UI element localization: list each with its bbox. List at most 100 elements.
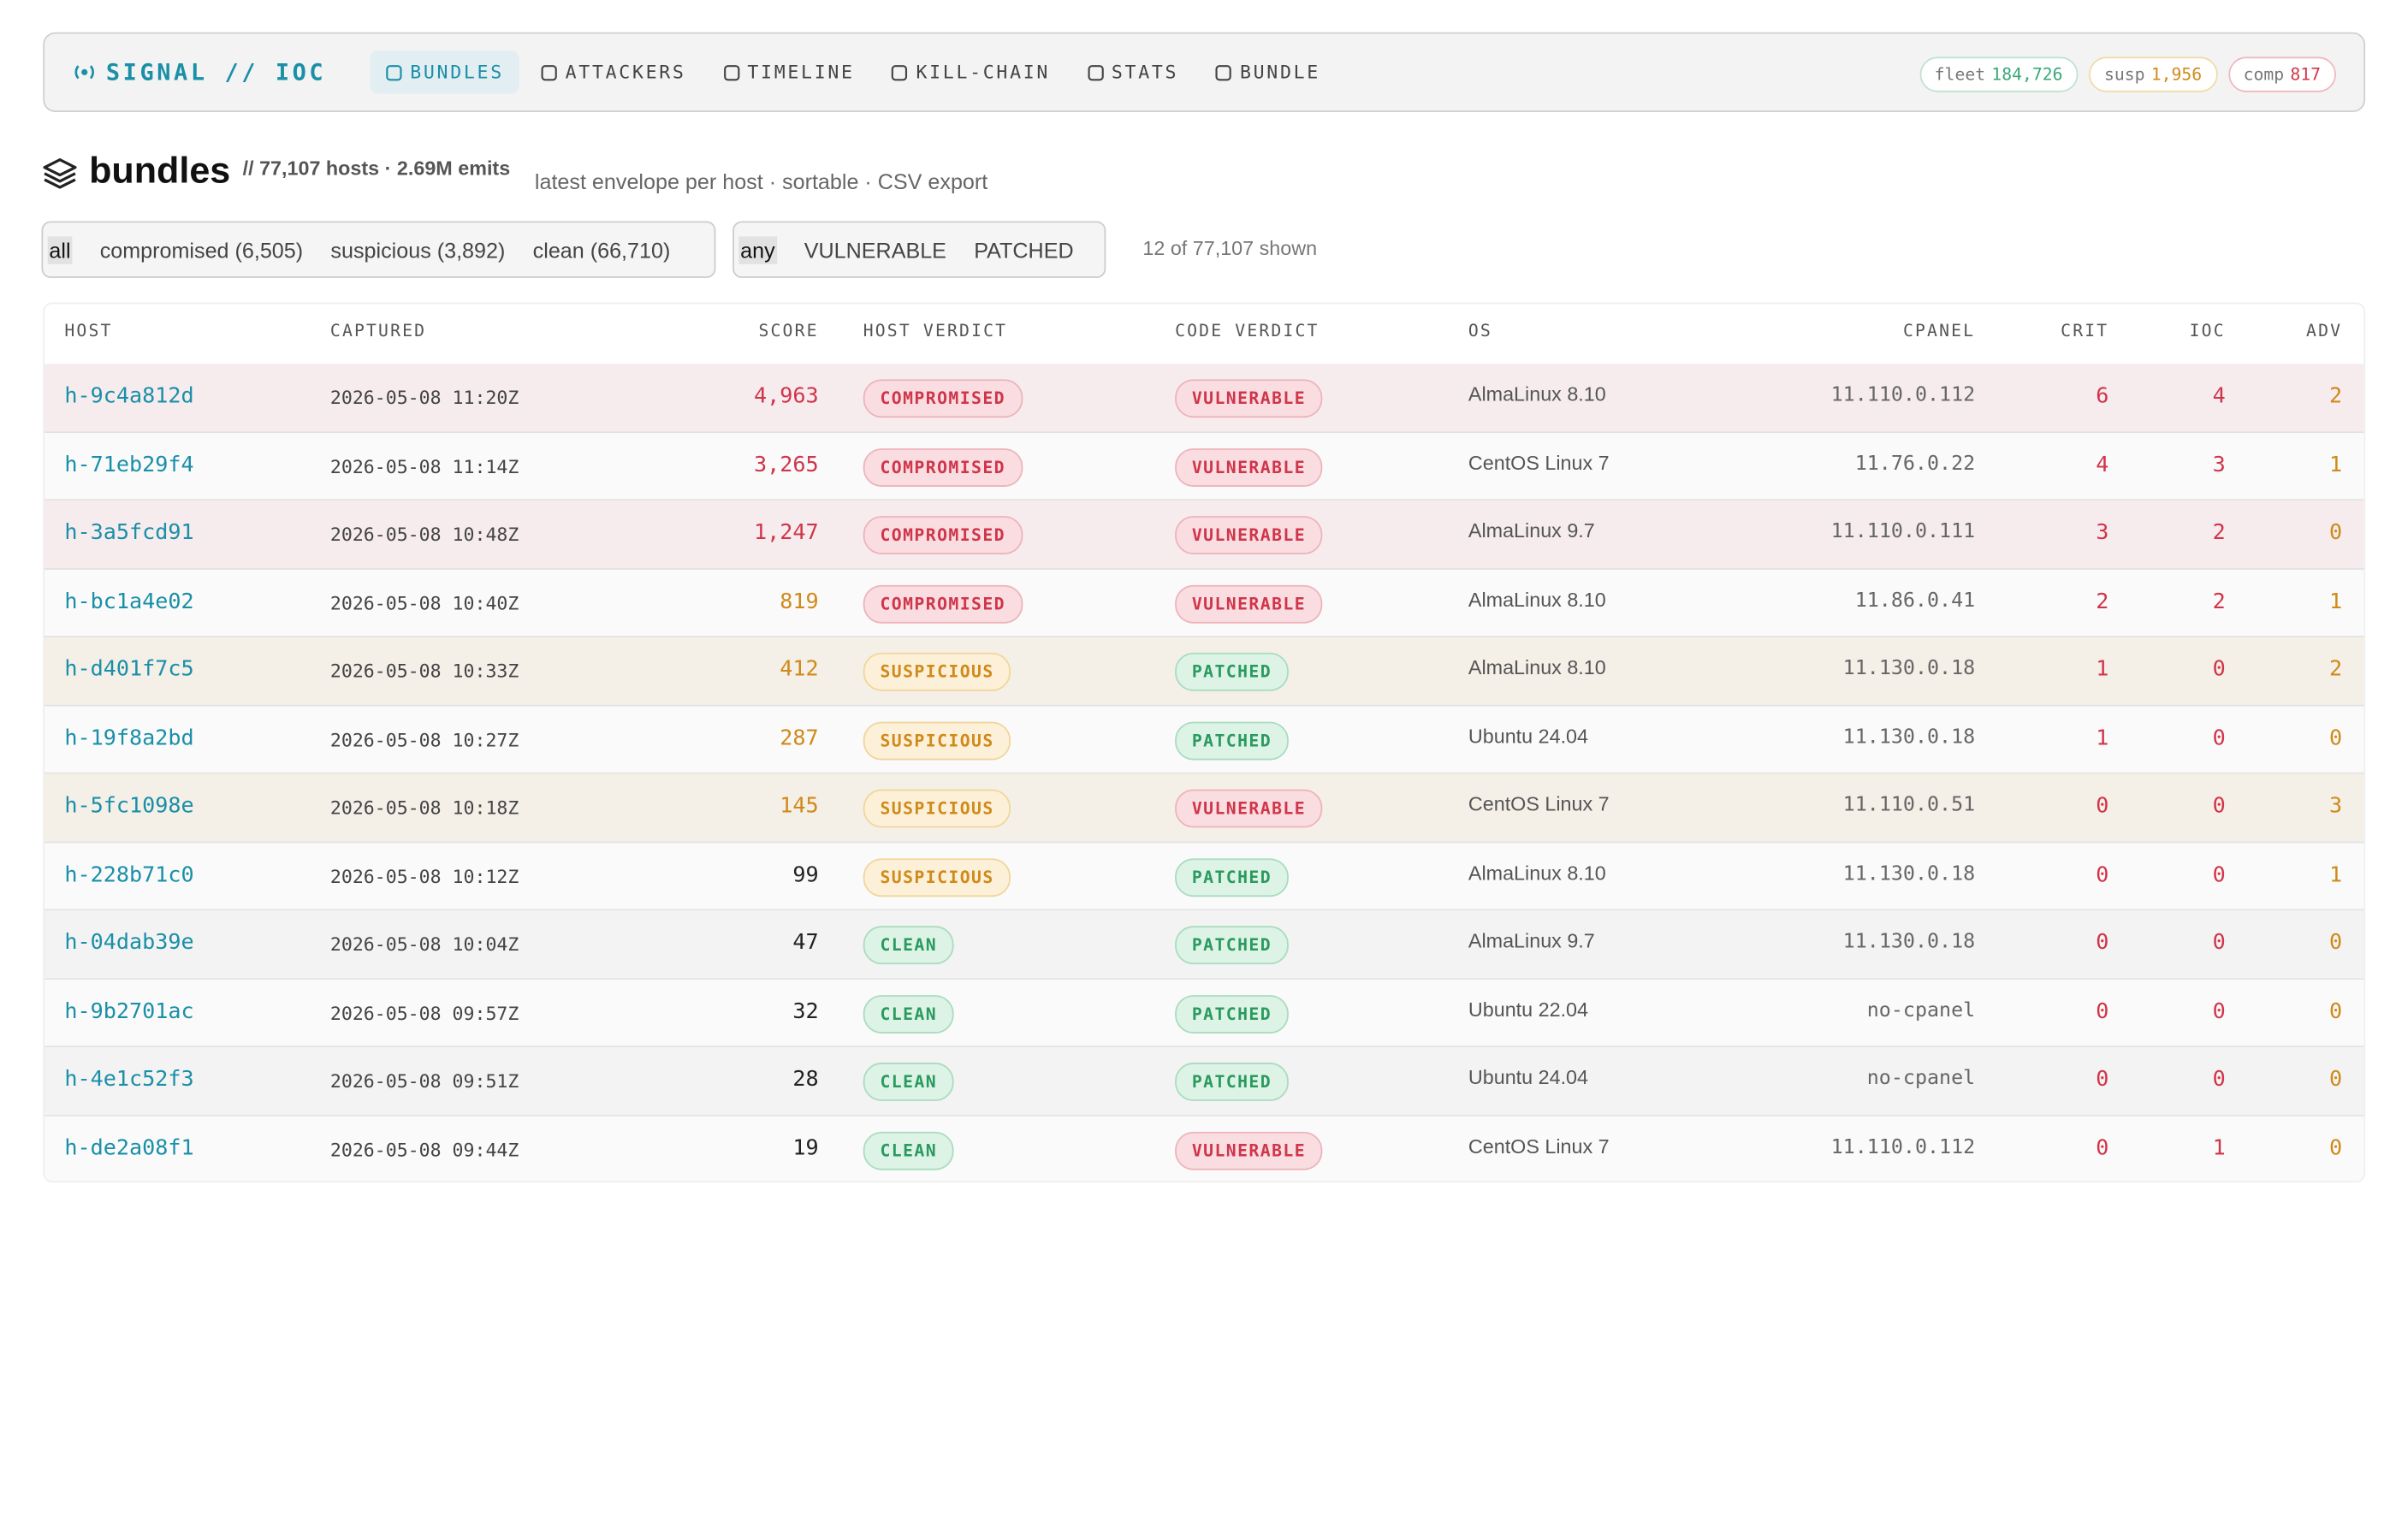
table-row[interactable]: h-19f8a2bd 2026-05-08 10:27Z 287 SUSPICIOUS… (44, 705, 2364, 774)
table-row[interactable]: h-9c4a812d 2026-05-08 11:20Z 4,963 COMPROMI… (44, 364, 2364, 433)
adv-count: 0 (2329, 1135, 2343, 1161)
table-row[interactable]: h-228b71c0 2026-05-08 10:12Z 99 SUSPICIOUS P… (44, 842, 2364, 911)
nav-item[interactable]: TIMELINE (708, 50, 870, 93)
adv-count: 2 (2329, 383, 2343, 409)
host-id[interactable]: h-de2a08f1 (64, 1135, 194, 1161)
nav-item-label: STATS (1111, 61, 1179, 83)
ioc-count: 0 (2212, 793, 2226, 819)
nav-item[interactable]: BUNDLE (1200, 50, 1336, 93)
code-verdict: PATCHED (1175, 994, 1289, 1034)
nav-item[interactable]: ATTACKERS (525, 50, 702, 93)
cpanel: no-cpanel (1866, 1067, 1976, 1091)
host-id[interactable]: h-9b2701ac (64, 998, 194, 1024)
host-id[interactable]: h-5fc1098e (64, 793, 194, 819)
column-header[interactable]: CAPTURED (329, 321, 427, 341)
host-id[interactable]: h-71eb29f4 (64, 452, 194, 477)
crit-count: 1 (2096, 726, 2109, 750)
filter-option[interactable]: any (738, 235, 777, 264)
host-verdict: CLEAN (863, 994, 954, 1034)
os: AlmaLinux 9.7 (1468, 928, 1595, 952)
ioc-count: 0 (2212, 657, 2226, 682)
ioc-count: 2 (2212, 589, 2226, 614)
host-id[interactable]: h-bc1a4e02 (64, 589, 194, 614)
nav-item[interactable]: BUNDLES (370, 50, 519, 94)
nav-item[interactable]: STATS (1071, 50, 1194, 93)
nav-icon (386, 64, 402, 80)
stat-pill[interactable]: comp 817 (2227, 56, 2336, 92)
os: AlmaLinux 9.7 (1468, 518, 1595, 542)
nav-item[interactable]: KILL-CHAIN (876, 50, 1065, 93)
code-verdict: PATCHED (1175, 652, 1289, 691)
host-id[interactable]: h-4e1c52f3 (64, 1067, 194, 1093)
score: 287 (780, 726, 819, 750)
adv-count: 0 (2329, 930, 2343, 956)
score: 32 (792, 998, 819, 1024)
table-row[interactable]: h-bc1a4e02 2026-05-08 10:40Z 819 COMPROMISE… (44, 568, 2364, 637)
table-row[interactable]: h-3a5fcd91 2026-05-08 10:48Z 1,247 COMPROMI… (44, 500, 2364, 569)
page-heading: bundles // 77,107 hosts · 2.69M emits la… (43, 147, 987, 193)
nav-icon (1087, 64, 1104, 80)
host-id[interactable]: h-3a5fcd91 (64, 520, 194, 546)
code-verdict: PATCHED (1175, 926, 1289, 965)
crit-count: 6 (2096, 383, 2109, 409)
filter-option[interactable]: PATCHED (974, 237, 1074, 263)
table-row[interactable]: h-d401f7c5 2026-05-08 10:33Z 412 SUSPICIOUS… (44, 637, 2364, 706)
code-verdict: VULNERABLE (1175, 789, 1323, 828)
cpanel: 11.130.0.18 (1842, 930, 1976, 954)
nav-items: BUNDLES ATTACKERS TIMELINE KILL-CHAIN STATS B… (370, 50, 1336, 94)
table-row[interactable]: h-de2a08f1 2026-05-08 09:44Z 19 CLEAN VULNER… (44, 1115, 2364, 1182)
brand[interactable]: SIGNAL // IOC (72, 58, 326, 86)
host-verdict: COMPROMISED (863, 379, 1023, 418)
score: 1,247 (754, 520, 819, 546)
nav-icon (723, 64, 739, 80)
table-row[interactable]: h-5fc1098e 2026-05-08 10:18Z 145 SUSPICIOUS… (44, 773, 2364, 843)
pill-label: susp (2103, 64, 2145, 85)
table-row[interactable]: h-4e1c52f3 2026-05-08 09:51Z 28 CLEAN PATCHE… (44, 1047, 2364, 1116)
column-header[interactable]: IOC (2189, 321, 2226, 341)
ioc-count: 0 (2212, 998, 2226, 1024)
filter-option[interactable]: VULNERABLE (804, 237, 946, 263)
table-row[interactable]: h-04dab39e 2026-05-08 10:04Z 47 CLEAN PATCHE… (44, 910, 2364, 980)
cpanel: 11.110.0.112 (1830, 383, 1976, 407)
cpanel: 11.86.0.41 (1854, 589, 1976, 613)
code-verdict: PATCHED (1175, 1063, 1289, 1101)
adv-count: 3 (2329, 793, 2343, 819)
column-header[interactable]: CRIT (2061, 321, 2109, 341)
host-id[interactable]: h-9c4a812d (64, 383, 194, 409)
host-id[interactable]: h-228b71c0 (64, 862, 194, 887)
column-header[interactable]: ADV (2306, 321, 2343, 341)
column-header[interactable]: CODE VERDICT (1175, 321, 1320, 341)
table-row[interactable]: h-71eb29f4 2026-05-08 11:14Z 3,265 COMPROMI… (44, 432, 2364, 501)
captured: 2026-05-08 11:14Z (329, 455, 519, 477)
column-header[interactable]: HOST VERDICT (863, 321, 1008, 341)
stat-pill[interactable]: susp 1,956 (2089, 56, 2218, 92)
column-header[interactable]: HOST (64, 321, 113, 341)
host-id[interactable]: h-19f8a2bd (64, 726, 194, 750)
score: 145 (780, 793, 819, 819)
column-header[interactable]: OS (1468, 321, 1492, 341)
nav-item-label: TIMELINE (747, 61, 855, 83)
host-verdict: COMPROMISED (863, 447, 1023, 487)
score: 19 (792, 1135, 819, 1161)
table-row[interactable]: h-9b2701ac 2026-05-08 09:57Z 32 CLEAN PATCHE… (44, 979, 2364, 1048)
filter-option[interactable]: suspicious (3,892) (330, 237, 506, 263)
page-title: bundles (89, 150, 231, 192)
filter-option[interactable]: clean (66,710) (532, 237, 671, 263)
filter-option[interactable]: all (47, 235, 73, 264)
host-verdict: CLEAN (863, 1063, 954, 1101)
column-header[interactable]: SCORE (758, 321, 819, 341)
ioc-count: 1 (2212, 1135, 2226, 1161)
host-id[interactable]: h-d401f7c5 (64, 657, 194, 682)
code-verdict: VULNERABLE (1175, 1130, 1323, 1170)
captured: 2026-05-08 09:44Z (329, 1138, 519, 1161)
brand-text: SIGNAL // IOC (105, 58, 327, 86)
stat-pill[interactable]: fleet 184,726 (1919, 56, 2079, 92)
adv-count: 0 (2329, 998, 2343, 1024)
host-verdict: CLEAN (863, 926, 954, 965)
host-id[interactable]: h-04dab39e (64, 930, 194, 956)
column-header[interactable]: CPANEL (1902, 321, 1976, 341)
nav-icon (541, 64, 557, 80)
code-verdict: PATCHED (1175, 857, 1289, 897)
cpanel: 11.110.0.51 (1842, 793, 1976, 817)
filter-option[interactable]: compromised (6,505) (99, 237, 304, 263)
